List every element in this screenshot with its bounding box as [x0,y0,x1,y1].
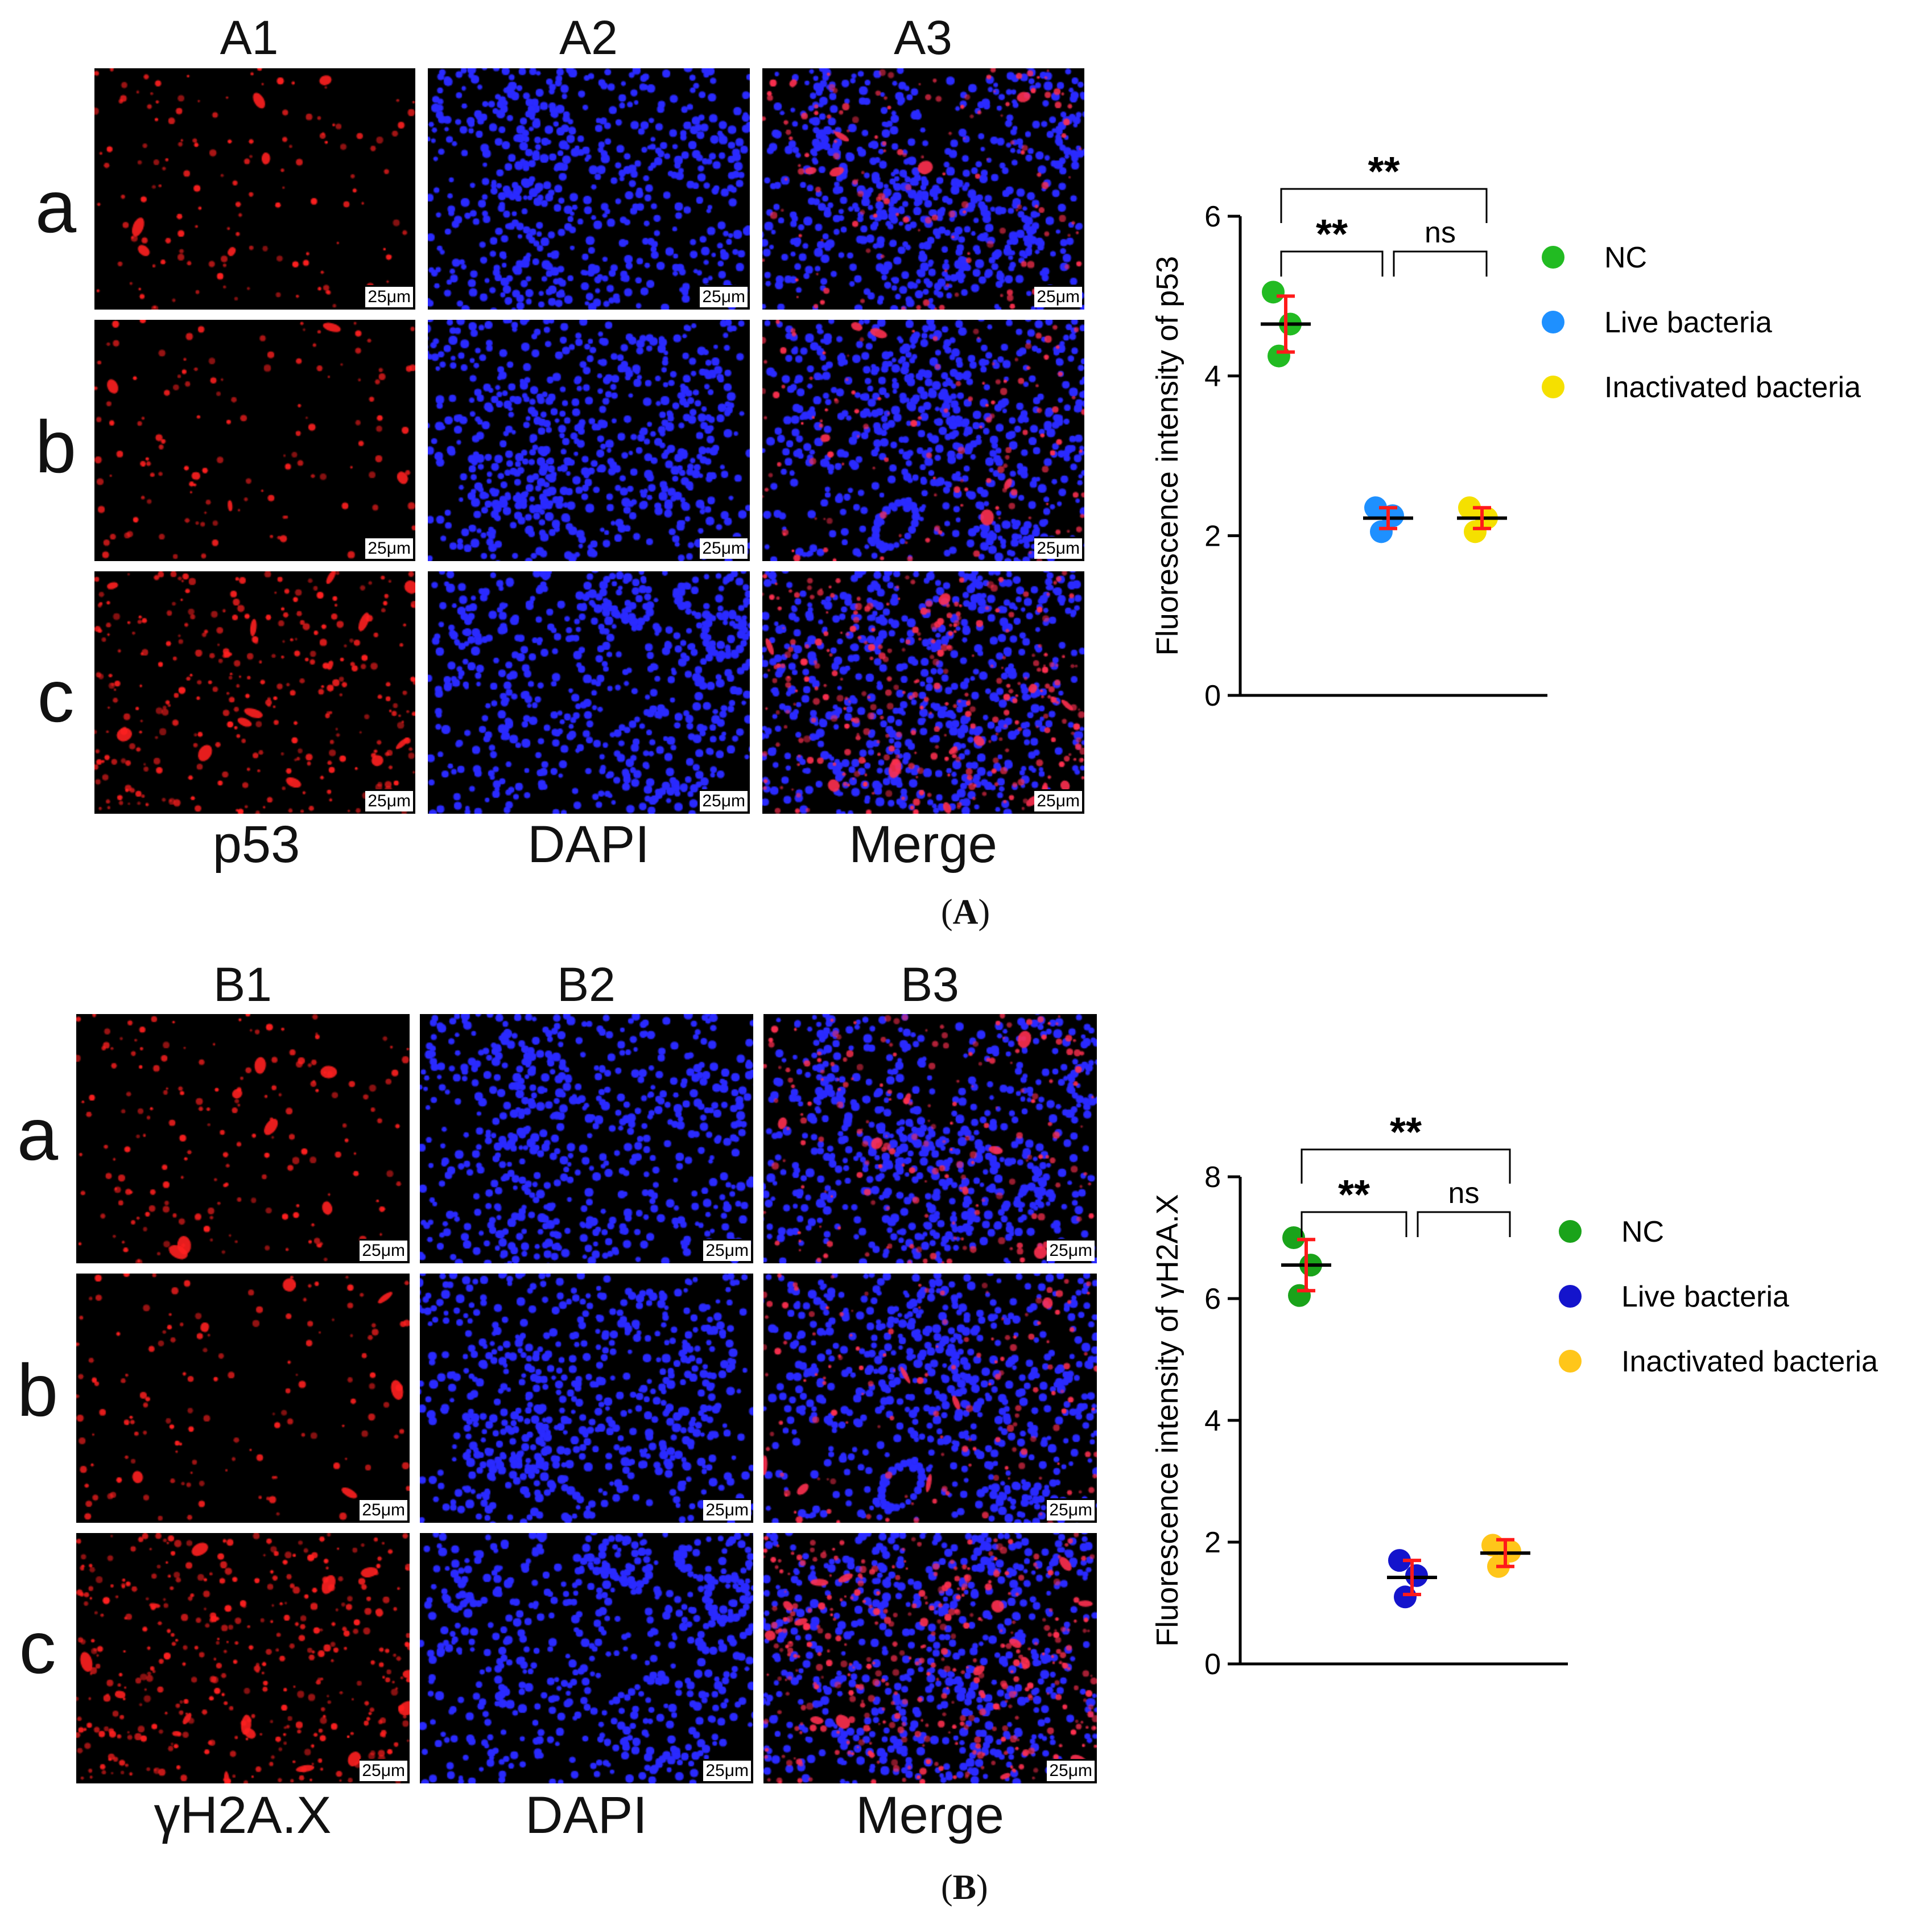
scale-bar: 25μm [1047,1759,1095,1781]
significance-bracket-1 [1301,1211,1407,1237]
legend-label-0: NC [1604,241,1647,274]
legend-marker-2 [1559,1350,1582,1373]
significance-bracket-1 [1280,250,1384,277]
y-tick-label: 2 [1204,520,1221,553]
y-tick-label: 4 [1204,360,1221,393]
chart-p53: 0 2 4 6 Fluorescence intensity of p53 NC Live … [1150,149,1861,712]
row-label-b-a: a [16,1093,59,1176]
significance-bracket-0 [1280,188,1488,223]
fig-b-image-c2: 25μm [420,1533,753,1783]
fig-b-image-c3: 25μm [763,1533,1097,1783]
legend-marker-0 [1559,1220,1582,1243]
scale-bar: 25μm [700,789,748,811]
data-point-0 [1282,1226,1305,1249]
fig-b-image-a3: 25μm [763,1014,1097,1263]
legend-label-1: Live bacteria [1621,1280,1789,1313]
legend-label-1: Live bacteria [1604,306,1772,339]
significance-bracket-2 [1417,1211,1511,1237]
column-footer-p53: p53 [212,815,300,873]
legend-marker-1 [1542,311,1564,333]
scale-bar: 25μm [703,1239,751,1261]
column-header-a2: A2 [559,11,618,64]
significance-label-0: ** [1390,1110,1422,1155]
fig-b-image-b2: 25μm [420,1274,753,1523]
fig-a-image-a1: 25μm [94,68,415,310]
significance-label-1: ** [1316,212,1348,257]
fig-b-image-a1: 25μm [76,1014,410,1263]
scale-bar: 25μm [1034,285,1082,307]
significance-bracket-2 [1393,250,1488,277]
scale-bar: 25μm [700,285,748,307]
data-point-1 [1388,1549,1411,1572]
fig-a-image-c3: 25μm [762,571,1084,814]
row-label-b-c: c [19,1606,56,1689]
scale-bar: 25μm [365,537,413,559]
legend-label-2: Inactivated bacteria [1621,1345,1878,1378]
legend-label-2: Inactivated bacteria [1604,371,1861,404]
panel-label-b: (B) [941,1868,988,1907]
y-tick-label: 6 [1204,1283,1221,1316]
legend-marker-1 [1559,1285,1582,1308]
chart-gh2ax: 0 2 4 6 8 Fluorescence intensity of γH2A.X NC L… [1150,1110,1878,1681]
row-label-c: c [37,654,75,737]
fig-a-image-b3: 25μm [762,320,1084,561]
y-tick-label: 0 [1204,1648,1221,1681]
fig-a-image-a2: 25μm [428,68,750,310]
fig-b-image-b3: 25μm [763,1274,1097,1523]
scale-bar: 25μm [703,1498,751,1521]
scale-bar: 25μm [365,285,413,307]
scale-bar: 25μm [1034,789,1082,811]
column-footer-dapi-b: DAPI [525,1786,647,1844]
scale-bar: 25μm [1047,1239,1095,1261]
scale-bar: 25μm [700,537,748,559]
fig-a-image-b2: 25μm [428,320,750,561]
y-axis-label: Fluorescence intensity of p53 [1150,256,1184,656]
column-footer-dapi-a: DAPI [527,815,650,873]
y-tick-label: 2 [1204,1526,1221,1559]
legend-marker-0 [1542,246,1564,269]
data-point-0 [1262,281,1285,304]
significance-label-1: ** [1338,1172,1370,1218]
legend-label-0: NC [1621,1215,1664,1249]
column-footer-merge-b: Merge [856,1786,1004,1844]
significance-bracket-0 [1301,1148,1511,1184]
column-header-a1: A1 [220,11,279,64]
scale-bar: 25μm [360,1759,407,1781]
column-footer-merge-a: Merge [849,815,997,873]
scale-bar: 25μm [1034,537,1082,559]
row-label-b: b [35,405,77,488]
scale-bar: 25μm [365,789,413,811]
data-point-1 [1364,496,1387,520]
fig-a-image-c2: 25μm [428,571,750,814]
y-tick-label: 4 [1204,1404,1221,1437]
fig-b-image-b1: 25μm [76,1274,410,1523]
column-header-b2: B2 [557,958,616,1011]
y-axis-label: Fluorescence intensity of γH2A.X [1150,1194,1184,1646]
row-label-a: a [35,165,77,248]
panel-label-a: (A) [941,893,990,932]
significance-label-2: ns [1448,1177,1480,1210]
legend-marker-2 [1542,376,1564,398]
fig-a-image-c1: 25μm [94,571,415,814]
y-tick-label: 8 [1204,1161,1221,1194]
fig-b-image-c1: 25μm [76,1533,410,1783]
data-point-1 [1405,1564,1428,1587]
fig-a-image-a3: 25μm [762,68,1084,310]
column-header-b3: B3 [901,958,959,1011]
fig-b-image-a2: 25μm [420,1014,753,1263]
scale-bar: 25μm [1047,1498,1095,1521]
column-header-a3: A3 [894,11,952,64]
significance-label-2: ns [1425,216,1456,249]
fig-a-image-b1: 25μm [94,320,415,561]
data-point-2 [1458,496,1481,520]
row-label-b-b: b [16,1349,59,1432]
y-tick-label: 0 [1204,679,1221,712]
scale-bar: 25μm [703,1759,751,1781]
column-header-b1: B1 [213,958,272,1011]
scale-bar: 25μm [360,1239,407,1261]
y-tick-label: 6 [1204,200,1221,233]
scale-bar: 25μm [360,1498,407,1521]
significance-label-0: ** [1368,149,1400,195]
column-footer-gh2ax: γH2A.X [154,1786,332,1844]
